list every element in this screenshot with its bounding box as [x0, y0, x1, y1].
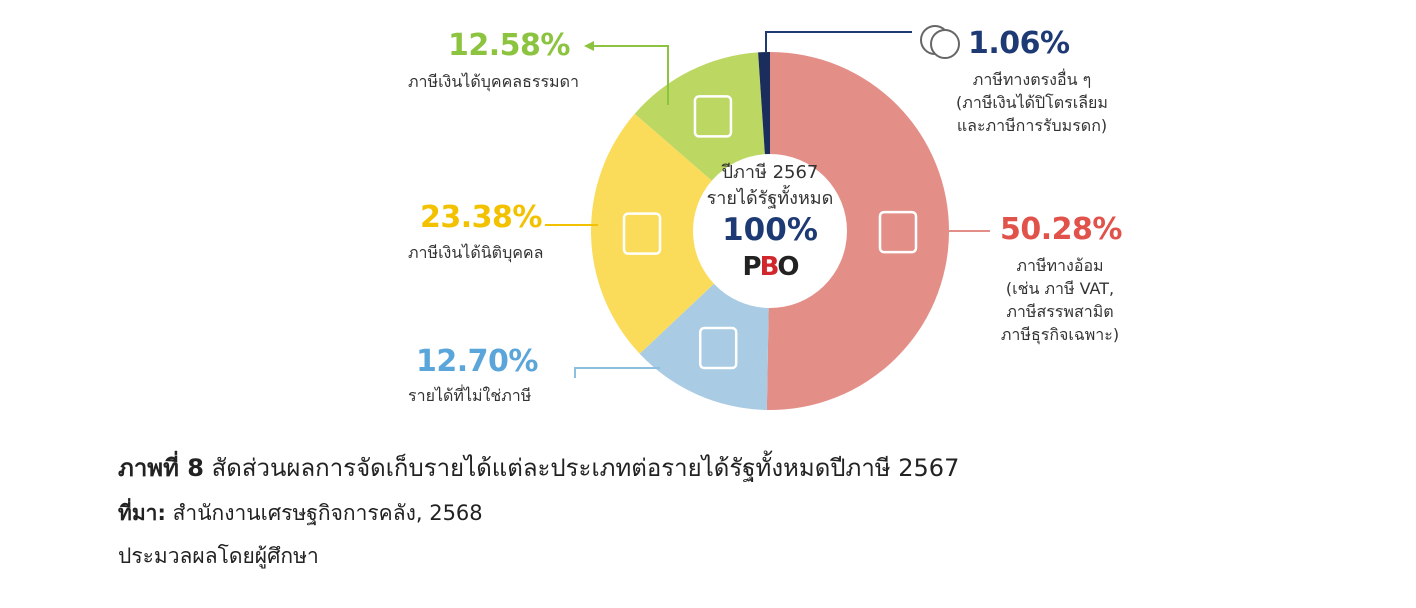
- slice-indirect-tax: [766, 52, 950, 411]
- figure-label: ภาพที่ 8: [118, 454, 204, 482]
- label-indirect-title: ภาษีทางอ้อม: [1016, 256, 1104, 275]
- person-tax-icon: [693, 95, 733, 138]
- pbo-logo: PBO: [742, 252, 800, 282]
- label-indirect: ภาษีทางอ้อม (เช่น ภาษี VAT, ภาษีสรรพสามิ…: [985, 254, 1135, 346]
- label-pct-other-direct: 1.06%: [968, 26, 1070, 61]
- money-stack-icon: [698, 326, 738, 370]
- slice-other-direct-tax: [758, 52, 770, 155]
- label-pct-indirect: 50.28%: [1000, 212, 1122, 247]
- arrowhead-icon: [584, 41, 594, 51]
- slice-corporate-tax: [591, 113, 714, 354]
- label-other-direct: ภาษีทางตรงอื่น ๆ (ภาษีเงินได้ปิโตรเลียม …: [948, 68, 1116, 137]
- source-line: ที่มา: สำนักงานเศรษฐกิจการคลัง, 2568: [118, 497, 483, 530]
- label-corporate: ภาษีเงินได้นิติบุคคล: [408, 243, 544, 262]
- label-nontax: รายได้ที่ไม่ใช่ภาษี: [408, 386, 532, 405]
- center-year: ปีภาษี 2567: [721, 162, 819, 183]
- source-label: ที่มา:: [118, 501, 166, 525]
- center-text: ปีภาษี 2567 รายได้รัฐทั้งหมด 100% PBO: [690, 160, 850, 282]
- label-personal: ภาษีเงินได้บุคคลธรรมดา: [408, 72, 579, 91]
- figure-title: สัดส่วนผลการจัดเก็บรายได้แต่ละประเภทต่อร…: [211, 454, 960, 482]
- source-text: สำนักงานเศรษฐกิจการคลัง, 2568: [172, 501, 483, 525]
- label-indirect-detail-2: ภาษีสรรพสามิต: [1006, 302, 1114, 321]
- donut-chart: [545, 25, 990, 411]
- label-pct-nontax: 12.70%: [416, 344, 538, 379]
- slice-non-tax: [639, 283, 769, 410]
- leader-other-direct: [765, 31, 912, 52]
- processing-note: ประมวลผลโดยผู้ศึกษา: [118, 544, 319, 568]
- label-pct-personal: 12.58%: [448, 28, 570, 63]
- vat-document-icon: [878, 210, 918, 254]
- coins-icon: [930, 29, 960, 59]
- figure-caption: ภาพที่ 8 สัดส่วนผลการจัดเก็บรายได้แต่ละป…: [118, 448, 959, 487]
- center-total: 100%: [722, 212, 818, 248]
- label-pct-corporate: 23.38%: [420, 200, 542, 235]
- building-icon: [622, 212, 662, 255]
- label-indirect-detail-1: (เช่น ภาษี VAT,: [1005, 279, 1115, 298]
- leader-nontax: [574, 367, 660, 378]
- center-subtitle: รายได้รัฐทั้งหมด: [706, 188, 834, 209]
- label-other-direct-title: ภาษีทางตรงอื่น ๆ: [972, 70, 1092, 89]
- leader-personal: [592, 45, 669, 105]
- label-indirect-detail-3: ภาษีธุรกิจเฉพาะ): [1000, 325, 1120, 344]
- label-other-direct-detail-1: (ภาษีเงินได้ปิโตรเลียม: [956, 93, 1108, 112]
- label-other-direct-detail-2: และภาษีการรับมรดก): [956, 116, 1108, 135]
